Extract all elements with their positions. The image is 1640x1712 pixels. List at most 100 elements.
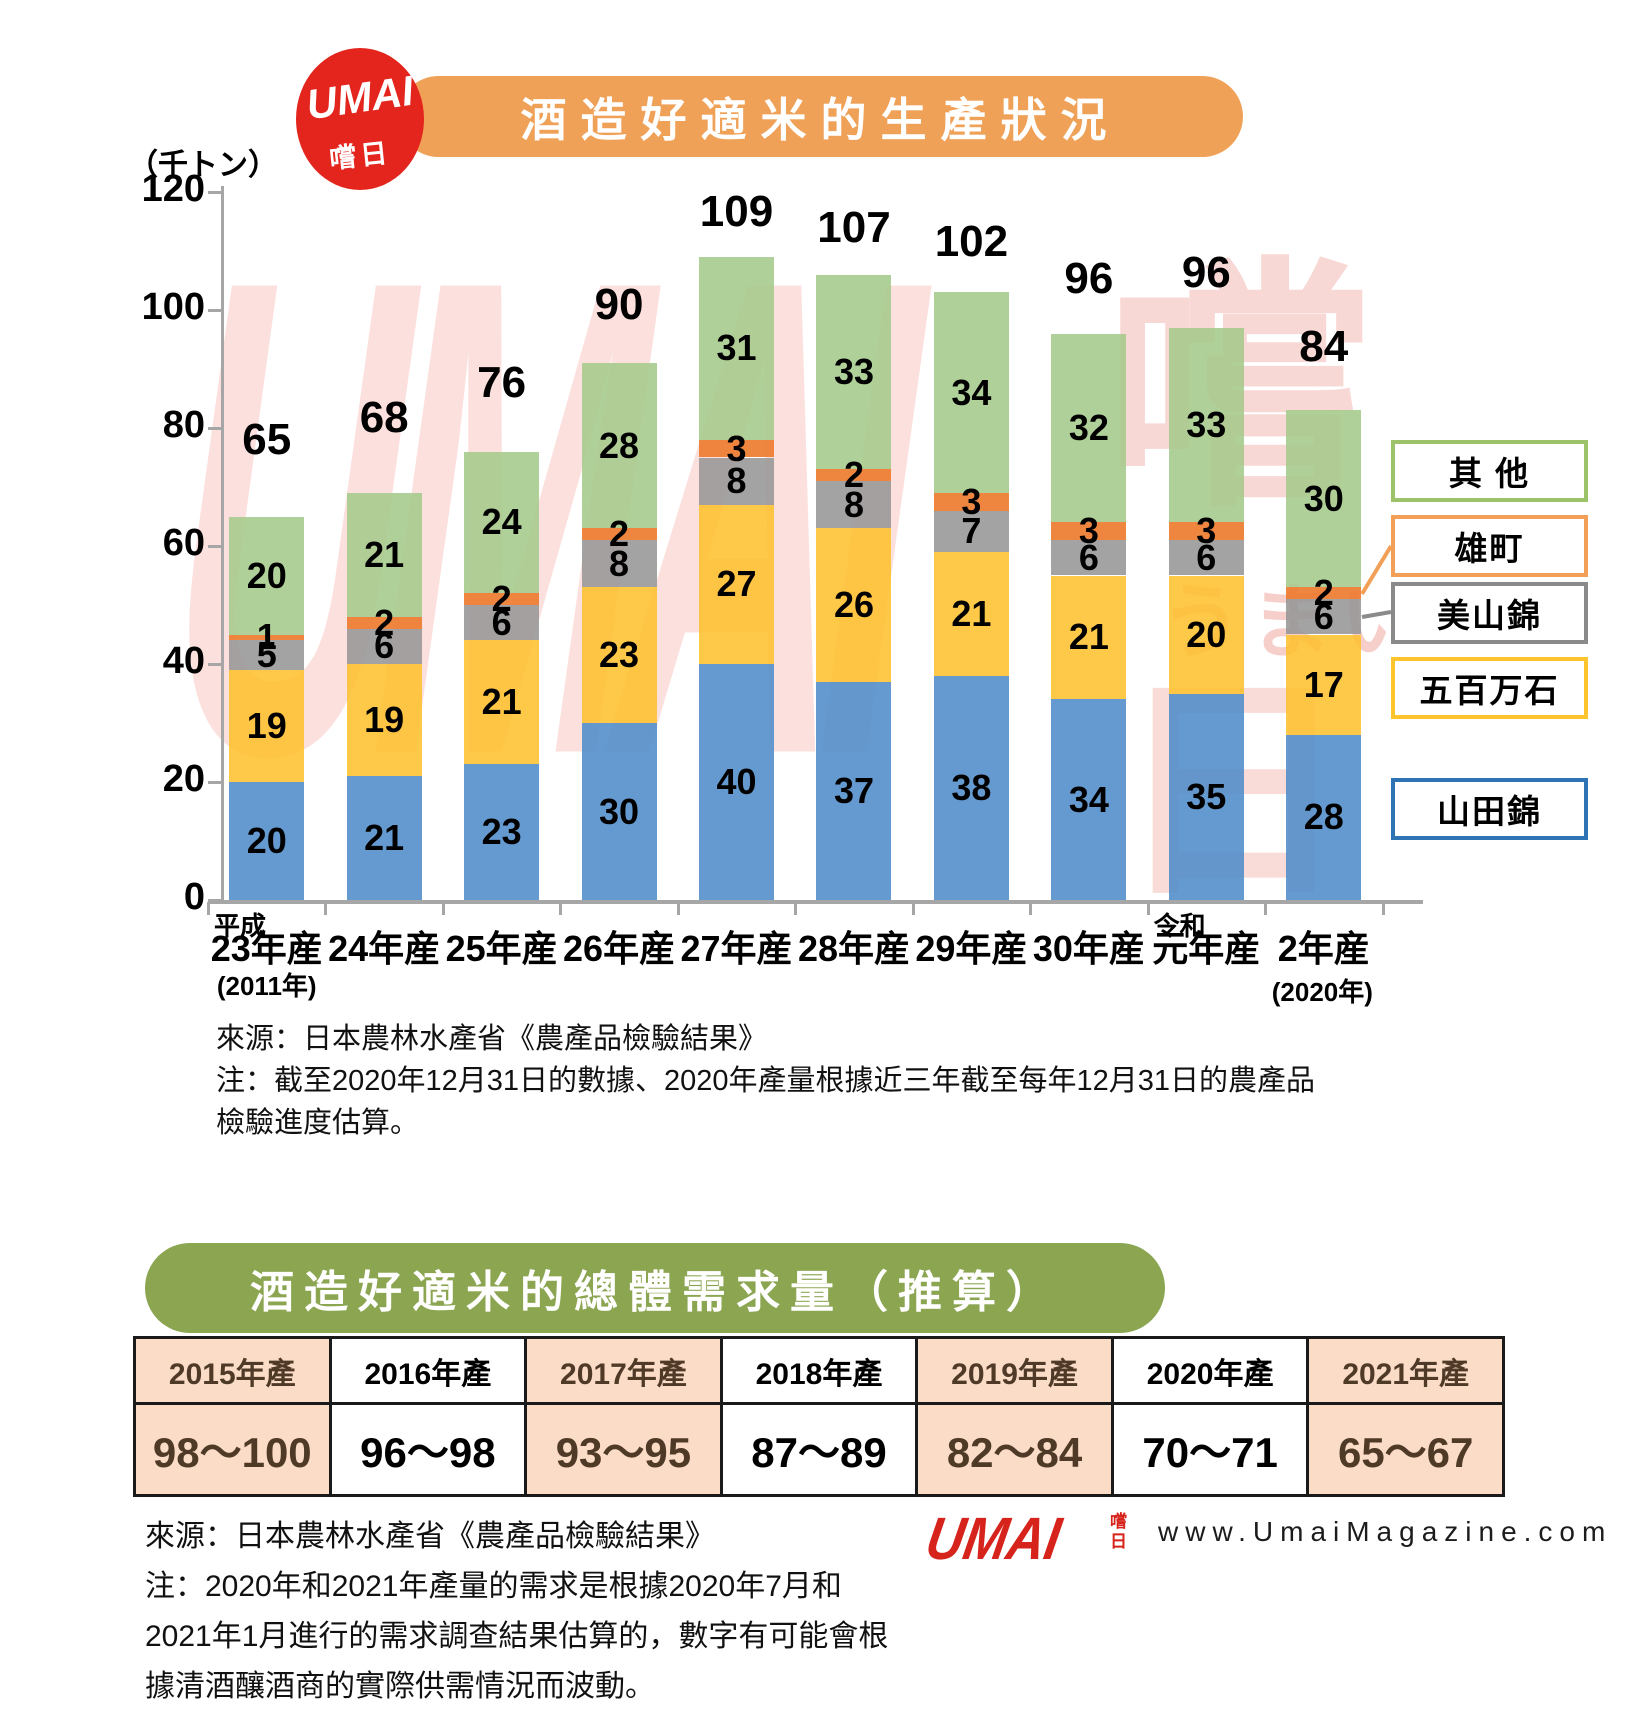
- segment-value-label: 1: [256, 616, 277, 658]
- chart-title-banner: 酒造好適米的生產狀況: [398, 76, 1243, 157]
- bar-segment-其他: 33: [1168, 327, 1244, 523]
- x-category-label: 30年産: [1032, 928, 1145, 969]
- bar-segment-雄町: 2: [464, 581, 540, 617]
- bar-segment-美山錦: 6: [1051, 539, 1127, 576]
- legend-item-others: 其 他: [1391, 440, 1588, 502]
- segment-value-label: 20: [246, 820, 287, 861]
- bar-total-label: 68: [359, 393, 409, 443]
- segment-value-label: 7: [961, 510, 982, 552]
- demand-value-cell: 93〜95: [524, 1402, 723, 1497]
- era-label: 令和: [1153, 911, 1206, 941]
- bar-total-label: 65: [242, 414, 292, 464]
- y-tick-label: 120: [141, 168, 205, 210]
- segment-value-label: 3: [726, 427, 747, 469]
- segment-value-label: 31: [716, 327, 757, 369]
- footer-umai-logo: UMAI: [921, 1506, 1066, 1573]
- segment-value-label: 33: [833, 350, 874, 392]
- bar-segment-雄町: 3: [1051, 513, 1127, 549]
- segment-value-label: 34: [951, 371, 992, 413]
- y-tick: [208, 191, 222, 194]
- segment-value-label: 2: [609, 513, 630, 555]
- bar-segment-美山錦: 5: [229, 637, 305, 673]
- x-category-label: 24年産: [328, 928, 441, 969]
- demand-header-cell: 2019年產: [915, 1336, 1114, 1405]
- era-label: 平成: [214, 911, 267, 941]
- source-line: 注：截至2020年12月31日的數據、2020年產量根據近三年截至每年12月31…: [216, 1065, 1316, 1097]
- demand-value-cell: 98〜100: [133, 1402, 332, 1497]
- bar-segment-五百万石: 17: [1286, 634, 1362, 735]
- segment-value-label: 26: [833, 583, 874, 625]
- segment-value-label: 40: [716, 761, 757, 802]
- source-line: 檢驗進度估算。: [216, 1107, 420, 1139]
- footer-website-url: www.UmaiMagazine.com: [1158, 1516, 1613, 1547]
- legend-label: 雄町: [1454, 530, 1525, 567]
- demand-value-cell: 70〜71: [1110, 1402, 1310, 1497]
- bar-segment-五百万石: 21: [464, 640, 540, 765]
- bar-segment-其他: 31: [699, 256, 775, 440]
- category-note: (2011年): [216, 971, 317, 1001]
- bar-segment-雄町: 1: [229, 619, 305, 655]
- segment-value-label: 33: [1186, 404, 1227, 446]
- bar-segment-其他: 33: [816, 274, 892, 470]
- segment-value-label: 30: [599, 790, 640, 832]
- y-tick: [208, 545, 222, 548]
- bar-segment-五百万石: 26: [816, 528, 892, 682]
- bar-segment-美山錦: 6: [464, 601, 540, 643]
- bar-segment-五百万石: 27: [699, 504, 775, 664]
- segment-value-label: 34: [1068, 778, 1109, 820]
- source-line: 來源：日本農林水產省《農產品檢驗結果》: [216, 1023, 768, 1055]
- bar-segment-美山錦: 8: [699, 457, 775, 505]
- bar-segment-山田錦: 40: [699, 664, 775, 900]
- segment-value-label: 6: [1196, 536, 1217, 578]
- segment-value-label: 2: [374, 601, 395, 643]
- segment-value-label: 23: [481, 811, 522, 853]
- segment-value-label: 19: [364, 699, 405, 741]
- y-axis-unit-label: （千トン）: [128, 149, 278, 182]
- legend-item-yamadanishiki: 山田錦: [1391, 778, 1588, 840]
- bar-segment-山田錦: 28: [1286, 734, 1362, 900]
- segment-value-label: 21: [364, 817, 405, 859]
- demand-header-cell: 2015年產: [133, 1336, 332, 1405]
- bar-segment-五百万石: 19: [346, 664, 422, 777]
- segment-value-label: 24: [481, 501, 522, 543]
- source-line: 來源：日本農林水產省《農產品檢驗結果》: [145, 1520, 715, 1553]
- y-tick: [208, 663, 222, 666]
- segment-value-label: 21: [1068, 616, 1109, 658]
- segment-value-label: 35: [1186, 775, 1227, 817]
- bar-segment-山田錦: 21: [346, 776, 422, 900]
- bar-total-label: 84: [1299, 322, 1349, 372]
- y-tick-label: 100: [141, 286, 205, 328]
- source-line: 2021年1月進行的需求調查結果估算的，數字有可能會根: [145, 1620, 889, 1653]
- segment-value-label: 6: [491, 601, 512, 643]
- segment-value-label: 21: [481, 681, 522, 723]
- bar-total-label: 76: [477, 357, 527, 407]
- x-tick: [911, 902, 915, 915]
- segment-value-label: 2: [1313, 572, 1334, 614]
- x-tick: [794, 902, 798, 915]
- bar-segment-其他: 21: [346, 492, 422, 617]
- segment-value-label: 38: [951, 766, 992, 808]
- bar-segment-雄町: 2: [816, 457, 892, 493]
- segment-value-label: 8: [609, 542, 630, 584]
- bar-segment-雄町: 3: [1168, 513, 1244, 549]
- bar-segment-五百万石: 21: [1051, 575, 1127, 700]
- y-tick: [208, 781, 222, 784]
- segment-value-label: 19: [246, 704, 287, 746]
- demand-header-cell: 2017年產: [524, 1336, 723, 1405]
- bar-segment-美山錦: 6: [1286, 598, 1362, 635]
- bar-segment-其他: 30: [1286, 410, 1362, 588]
- segment-value-label: 28: [1303, 796, 1344, 838]
- demand-value-cell: 96〜98: [328, 1402, 528, 1497]
- bar-segment-雄町: 2: [581, 516, 657, 552]
- segment-value-label: 2: [843, 454, 864, 496]
- bar-segment-山田錦: 38: [933, 675, 1009, 900]
- x-tick: [1264, 902, 1268, 915]
- x-category-label: 29年産: [915, 928, 1028, 969]
- bar-segment-美山錦: 6: [346, 628, 422, 664]
- bar-segment-山田錦: 34: [1051, 699, 1127, 900]
- bar-segment-其他: 28: [581, 363, 657, 529]
- segment-value-label: 3: [961, 480, 982, 522]
- demand-header-cell: 2020年產: [1110, 1336, 1310, 1405]
- legend-item-miyamanishiki: 美山錦: [1391, 582, 1588, 644]
